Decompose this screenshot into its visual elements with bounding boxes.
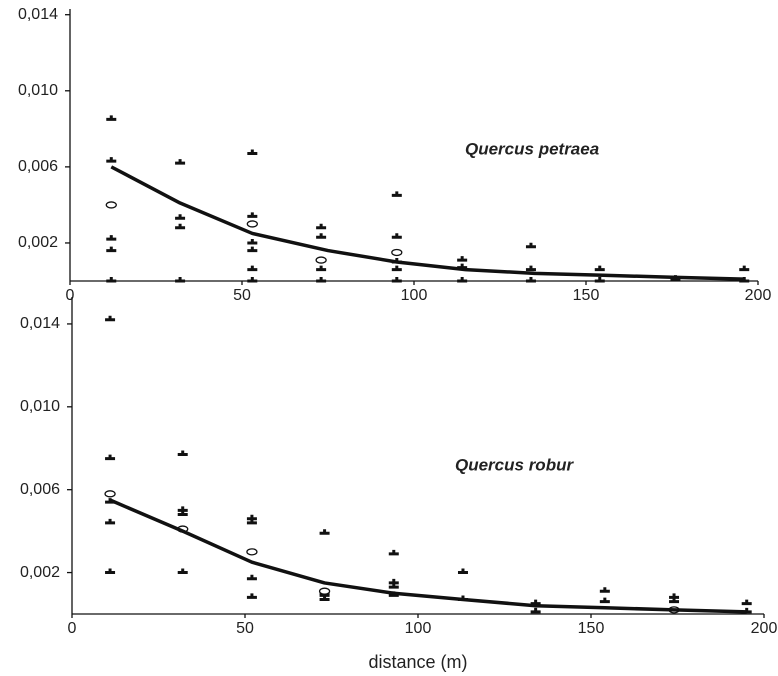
- point: [530, 599, 541, 606]
- x-tick-label: 200: [745, 287, 772, 304]
- point: [175, 277, 186, 283]
- y-tick-label: 0,014: [18, 6, 58, 23]
- point: [106, 157, 117, 163]
- point: [316, 265, 327, 272]
- point: [246, 548, 258, 556]
- point: [105, 568, 116, 575]
- point: [247, 277, 258, 283]
- point: [247, 212, 258, 218]
- point: [741, 599, 752, 606]
- point: [246, 518, 257, 525]
- point: [530, 607, 541, 614]
- point: [525, 277, 536, 283]
- point: [175, 159, 186, 165]
- point: [316, 277, 327, 283]
- y-tick-label: 0,010: [18, 82, 58, 99]
- x-tick-label: 200: [751, 620, 778, 637]
- point: [594, 277, 605, 283]
- point: [319, 529, 330, 535]
- point: [247, 238, 258, 245]
- point: [247, 265, 258, 272]
- point: [175, 223, 186, 230]
- x-axis-title: distance (m): [368, 652, 467, 672]
- x-tick-label: 100: [405, 620, 432, 637]
- point: [105, 315, 116, 322]
- point: [106, 235, 117, 241]
- point: [246, 574, 257, 581]
- point: [316, 233, 327, 239]
- y-tick-label: 0,002: [20, 564, 60, 581]
- point: [669, 597, 680, 604]
- point: [177, 568, 188, 575]
- point: [525, 242, 536, 249]
- point: [319, 595, 330, 601]
- point: [457, 277, 468, 283]
- y-tick-label: 0,010: [20, 398, 60, 415]
- point: [105, 201, 117, 209]
- point: [177, 510, 188, 517]
- point: [315, 256, 327, 264]
- point: [391, 248, 403, 257]
- point: [105, 454, 116, 461]
- point: [106, 277, 117, 283]
- x-tick-label: 150: [578, 620, 605, 637]
- annotation: Quercus petraea: [465, 139, 599, 158]
- point: [525, 265, 536, 272]
- point: [391, 233, 402, 239]
- point: [318, 587, 331, 595]
- y-tick-label: 0,006: [18, 158, 58, 175]
- point: [175, 214, 186, 220]
- point: [246, 220, 258, 228]
- point: [599, 587, 610, 593]
- x-tick-label: 50: [233, 287, 251, 304]
- point: [739, 265, 750, 272]
- point: [247, 246, 258, 253]
- y-tick-label: 0,002: [18, 234, 58, 251]
- point: [391, 191, 402, 197]
- point: [247, 149, 258, 156]
- point: [457, 256, 468, 262]
- point: [457, 568, 468, 575]
- y-tick-label: 0,014: [20, 315, 60, 332]
- point: [388, 549, 399, 556]
- x-tick-label: 50: [236, 620, 254, 637]
- point: [391, 265, 402, 272]
- x-tick-label: 0: [66, 287, 75, 304]
- point: [388, 583, 399, 589]
- point: [177, 450, 188, 456]
- fit-curve: [110, 165, 745, 281]
- x-tick-label: 150: [573, 287, 600, 304]
- point: [316, 223, 327, 230]
- x-tick-label: 100: [401, 287, 428, 304]
- fit-curve: [109, 498, 747, 614]
- annotation: Quercus robur: [455, 455, 574, 474]
- point: [246, 593, 257, 599]
- x-tick-label: 0: [68, 620, 77, 637]
- point: [104, 490, 116, 498]
- point: [106, 115, 117, 121]
- point: [391, 277, 402, 283]
- point: [599, 597, 610, 604]
- y-tick-label: 0,006: [20, 481, 60, 498]
- point: [105, 518, 116, 525]
- point: [106, 246, 117, 253]
- point: [594, 265, 605, 272]
